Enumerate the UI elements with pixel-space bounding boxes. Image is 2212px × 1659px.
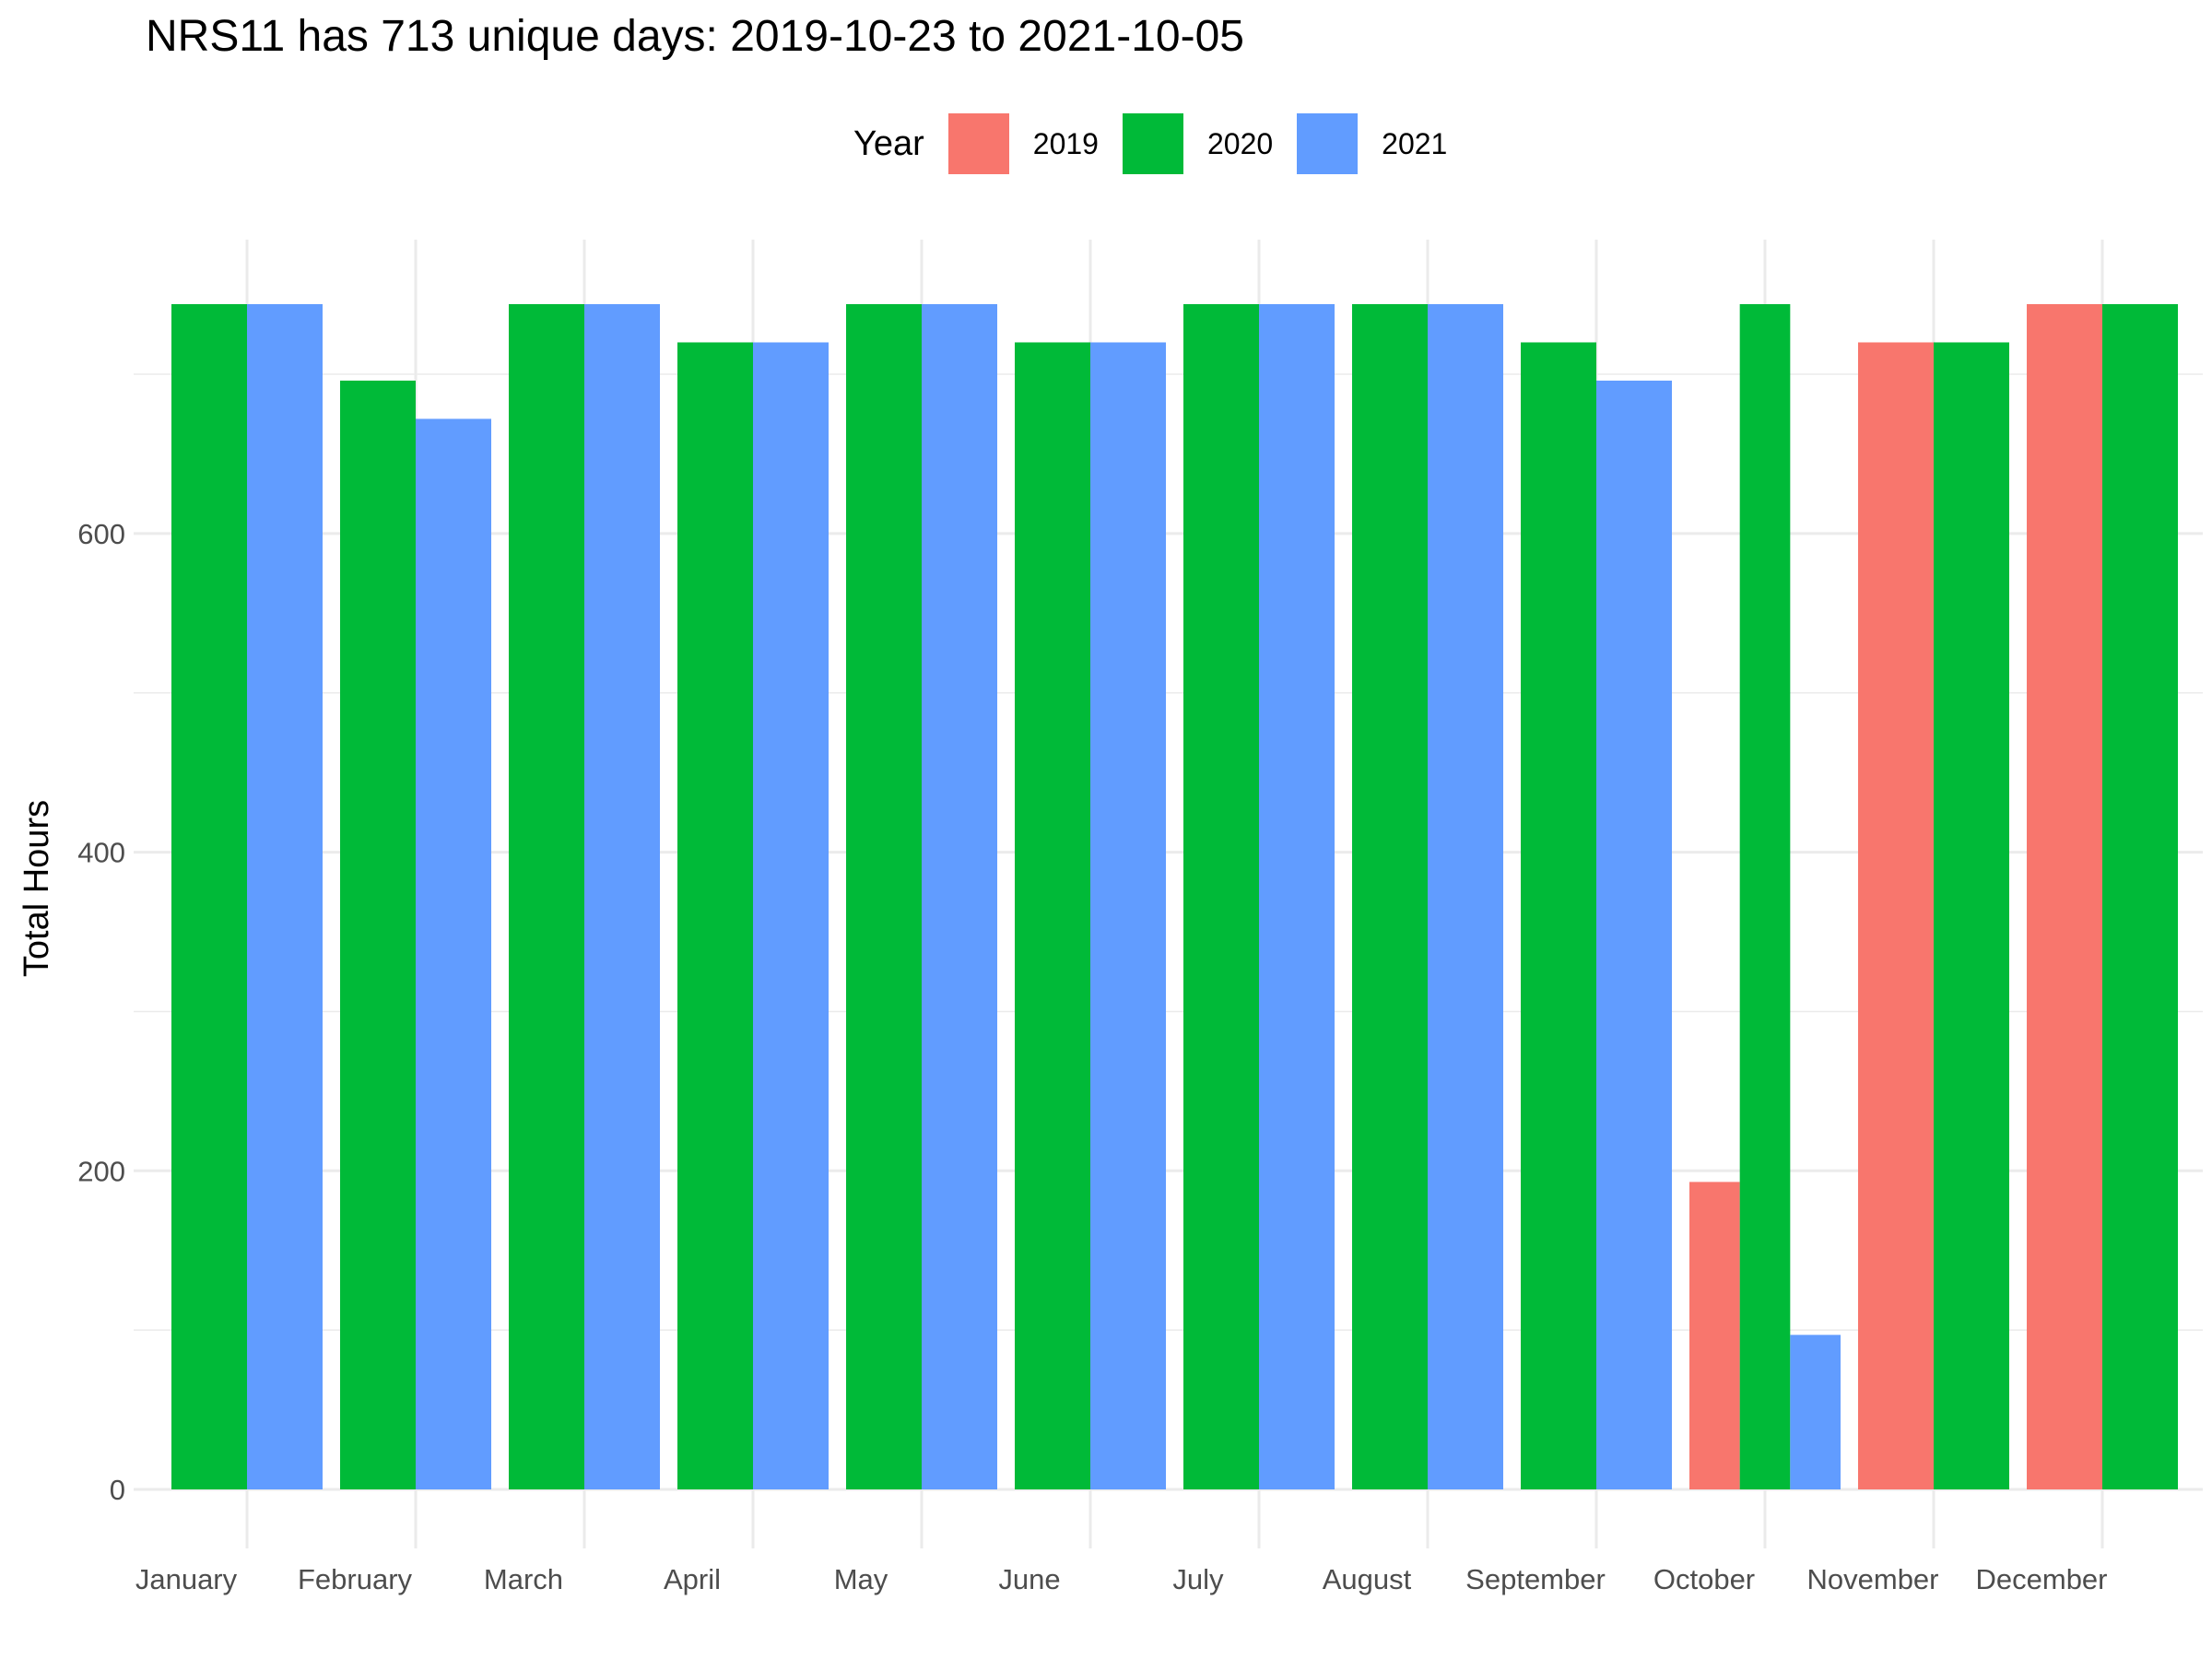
x-tick-label: April bbox=[664, 1563, 721, 1595]
bar-september-2020 bbox=[1521, 342, 1596, 1490]
chart-title: NRS11 has 713 unique days: 2019-10-23 to… bbox=[146, 12, 1244, 61]
x-tick-label: May bbox=[834, 1563, 888, 1595]
bar-june-2020 bbox=[1015, 342, 1090, 1490]
legend: Year 2019 2020 2021 bbox=[853, 112, 1471, 175]
bar-october-2019 bbox=[1689, 1182, 1740, 1489]
bar-september-2021 bbox=[1596, 380, 1672, 1489]
legend-label-2020: 2020 bbox=[1206, 126, 1274, 160]
axes: 0 200 400 600 January February March April May Ju… bbox=[77, 518, 2107, 1595]
bar-august-2020 bbox=[1352, 303, 1428, 1490]
x-tick-label: October bbox=[1653, 1563, 1755, 1595]
bar-march-2021 bbox=[584, 303, 660, 1490]
bar-august-2021 bbox=[1428, 303, 1503, 1490]
x-tick-label: September bbox=[1465, 1563, 1606, 1595]
x-tick-label: December bbox=[1976, 1563, 2108, 1595]
x-tick-label: July bbox=[1172, 1563, 1224, 1595]
y-tick-label: 400 bbox=[77, 837, 125, 869]
legend-swatch-2019 bbox=[947, 113, 1009, 174]
x-tick-label: March bbox=[484, 1563, 563, 1595]
bar-may-2021 bbox=[922, 303, 997, 1490]
legend-item-2020: 2020 bbox=[1122, 113, 1274, 174]
bar-january-2020 bbox=[171, 303, 247, 1490]
bar-november-2020 bbox=[1934, 342, 2009, 1490]
legend-swatch-2020 bbox=[1122, 113, 1183, 174]
bar-october-2020 bbox=[1739, 303, 1791, 1490]
y-tick-label: 0 bbox=[110, 1474, 125, 1506]
y-axis-label: Total Hours bbox=[18, 800, 56, 977]
legend-swatch-2021 bbox=[1297, 113, 1359, 174]
bar-january-2021 bbox=[247, 303, 323, 1490]
bar-october-2021 bbox=[1790, 1335, 1841, 1489]
legend-label-2021: 2021 bbox=[1382, 126, 1448, 160]
y-tick-label: 200 bbox=[77, 1155, 125, 1187]
bar-february-2021 bbox=[416, 418, 491, 1489]
x-tick-label: January bbox=[135, 1563, 238, 1595]
legend-item-2019: 2019 bbox=[947, 113, 1099, 174]
bar-march-2020 bbox=[509, 303, 584, 1490]
x-tick-label: February bbox=[298, 1563, 413, 1595]
bar-december-2020 bbox=[2102, 303, 2178, 1490]
legend-label-2019: 2019 bbox=[1032, 126, 1099, 160]
bar-april-2020 bbox=[677, 342, 753, 1490]
legend-item-2021: 2021 bbox=[1297, 113, 1447, 174]
y-tick-label: 600 bbox=[77, 518, 125, 550]
x-tick-label: June bbox=[998, 1563, 1060, 1595]
bar-june-2021 bbox=[1090, 342, 1166, 1490]
bars bbox=[171, 303, 2178, 1490]
bar-december-2019 bbox=[2027, 303, 2102, 1490]
bar-july-2021 bbox=[1259, 303, 1335, 1490]
x-tick-label: August bbox=[1323, 1563, 1412, 1595]
bar-november-2019 bbox=[1858, 342, 1934, 1490]
bar-may-2020 bbox=[846, 303, 922, 1490]
bar-april-2021 bbox=[753, 342, 829, 1490]
legend-title: Year bbox=[853, 124, 924, 163]
bar-february-2020 bbox=[340, 380, 416, 1489]
x-tick-label: November bbox=[1807, 1563, 1939, 1595]
bar-july-2020 bbox=[1183, 303, 1259, 1490]
